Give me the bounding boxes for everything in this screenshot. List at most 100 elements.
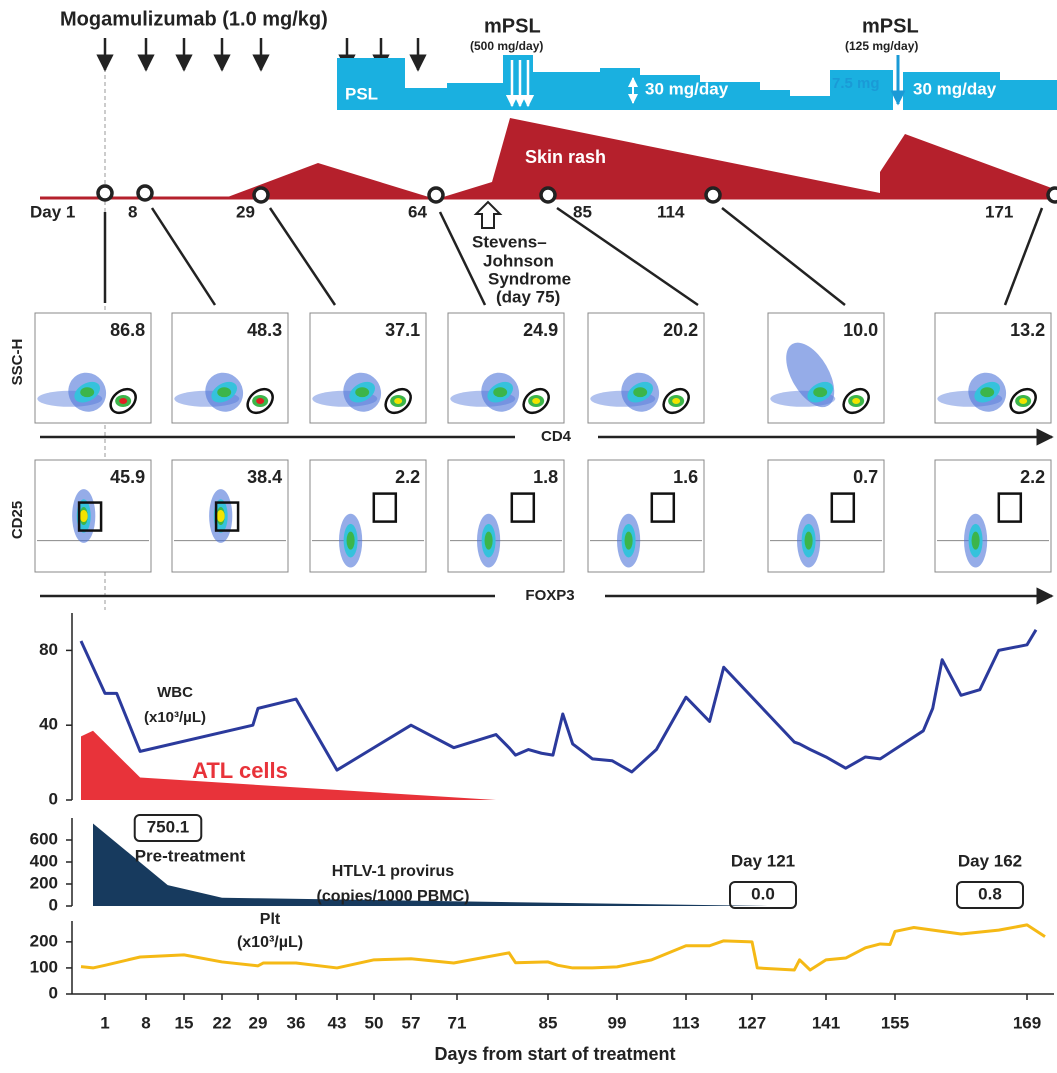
flow-panel: 48.3 xyxy=(172,313,288,423)
density xyxy=(485,532,493,550)
sample-day: 29 xyxy=(236,202,255,221)
annotation: Pre-treatment xyxy=(135,846,246,865)
sjs-label: Johnson xyxy=(483,251,554,270)
annotation: Day 162 xyxy=(958,851,1022,870)
series-label: Plt xyxy=(260,911,281,928)
figure: Mogamulizumab (1.0 mg/kg) PSL 30 mg/day … xyxy=(0,0,1057,1073)
annotation: 750.1 xyxy=(147,817,190,836)
flow-panel: 45.9 xyxy=(35,460,151,572)
density xyxy=(347,532,355,550)
mpsl-dose: (500 mg/day) xyxy=(470,39,543,53)
density xyxy=(532,398,540,404)
series-label: WBC xyxy=(157,684,193,701)
density xyxy=(980,387,994,397)
sample-day: 8 xyxy=(128,202,137,221)
density xyxy=(355,387,369,397)
x-tick-label: 99 xyxy=(608,1013,627,1032)
flow-panel: 38.4 xyxy=(172,460,288,572)
psl-dose: 30 mg/day xyxy=(913,79,997,98)
y-tick-label: 0 xyxy=(49,983,58,1002)
skin-rash-label: Skin rash xyxy=(525,147,606,167)
flow-percentage: 1.8 xyxy=(533,467,558,487)
sjs-label: Stevens– xyxy=(472,232,547,251)
sample-day: 85 xyxy=(573,202,592,221)
annotation: Day 121 xyxy=(731,851,795,870)
density xyxy=(119,398,127,404)
x-tick-label: 29 xyxy=(249,1013,268,1032)
y-tick-label: 0 xyxy=(49,895,58,914)
flow-panel: 24.9 xyxy=(448,313,564,423)
x-tick-label: 155 xyxy=(881,1013,909,1032)
y-tick-label: 200 xyxy=(30,873,58,892)
sample-day: Day 1 xyxy=(30,202,75,221)
density xyxy=(852,398,860,404)
flow-y-label: SSC-H xyxy=(9,339,26,386)
x-tick-label: 22 xyxy=(213,1013,232,1032)
flow-percentage: 0.7 xyxy=(853,467,878,487)
y-tick-label: 0 xyxy=(49,789,58,808)
flow-panel: 37.1 xyxy=(310,313,426,423)
flow-percentage: 24.9 xyxy=(523,320,558,340)
data-line xyxy=(81,925,1045,970)
flow-percentage: 20.2 xyxy=(663,320,698,340)
flow-percentage: 37.1 xyxy=(385,320,420,340)
density xyxy=(256,398,264,404)
x-tick-label: 57 xyxy=(402,1013,421,1032)
flow-panel: 2.2 xyxy=(935,460,1051,572)
flow-percentage: 48.3 xyxy=(247,320,282,340)
x-tick-label: 71 xyxy=(448,1013,467,1032)
flow-panel: 86.8 xyxy=(35,313,151,423)
annotation: 0.0 xyxy=(751,884,775,903)
x-tick-label: 141 xyxy=(812,1013,840,1032)
flow-percentage: 10.0 xyxy=(843,320,878,340)
density xyxy=(633,387,647,397)
series-label: HTLV-1 provirus xyxy=(332,863,454,880)
data-area xyxy=(81,731,496,800)
sjs-label: (day 75) xyxy=(496,287,560,306)
flow-panel: 1.6 xyxy=(588,460,704,572)
x-tick-label: 169 xyxy=(1013,1013,1041,1032)
annotation: 0.8 xyxy=(978,884,1002,903)
x-tick-label: 85 xyxy=(539,1013,558,1032)
mpsl-dose: (125 mg/day) xyxy=(845,39,918,53)
sjs-label: Syndrome xyxy=(488,269,571,288)
sample-day: 114 xyxy=(657,202,685,221)
drug-label: Mogamulizumab (1.0 mg/kg) xyxy=(60,8,328,30)
skin-rash xyxy=(225,118,1057,198)
density xyxy=(972,532,980,550)
x-tick-label: 113 xyxy=(672,1013,699,1032)
y-tick-label: 600 xyxy=(30,829,58,848)
x-tick-label: 43 xyxy=(328,1013,347,1032)
density xyxy=(672,398,680,404)
sample-day: 171 xyxy=(985,202,1013,221)
flow-percentage: 2.2 xyxy=(395,467,420,487)
density xyxy=(805,532,813,550)
x-axis-title: Days from start of treatment xyxy=(434,1044,675,1064)
density xyxy=(1019,398,1027,404)
flow-percentage: 38.4 xyxy=(247,467,282,487)
density xyxy=(217,387,231,397)
psl-label: PSL xyxy=(345,84,378,103)
y-tick-label: 400 xyxy=(30,851,58,870)
flow-panel: 0.7 xyxy=(768,460,884,572)
density xyxy=(80,387,94,397)
x-tick-label: 127 xyxy=(738,1013,766,1032)
flow-panel: 10.0 xyxy=(768,313,884,423)
x-tick-label: 8 xyxy=(141,1013,150,1032)
y-tick-label: 200 xyxy=(30,931,58,950)
x-tick-label: 36 xyxy=(287,1013,306,1032)
flow-y-label: CD25 xyxy=(9,501,26,539)
psl-dose: 30 mg/day xyxy=(645,79,729,98)
density xyxy=(493,387,507,397)
page: { "timeline": { "drug": "Mogamulizumab (… xyxy=(0,0,1057,1073)
flow-panel: 20.2 xyxy=(588,313,704,423)
sample-day: 64 xyxy=(408,202,427,221)
sjs-arrow xyxy=(476,202,500,228)
flow-panel: 13.2 xyxy=(935,313,1051,423)
density xyxy=(80,510,88,522)
flow-panel: 2.2 xyxy=(310,460,426,572)
series-unit: (x10³/µL) xyxy=(144,709,206,726)
psl-bar xyxy=(337,55,893,110)
flow-percentage: 2.2 xyxy=(1020,467,1045,487)
series-unit: (x10³/µL) xyxy=(237,934,303,951)
